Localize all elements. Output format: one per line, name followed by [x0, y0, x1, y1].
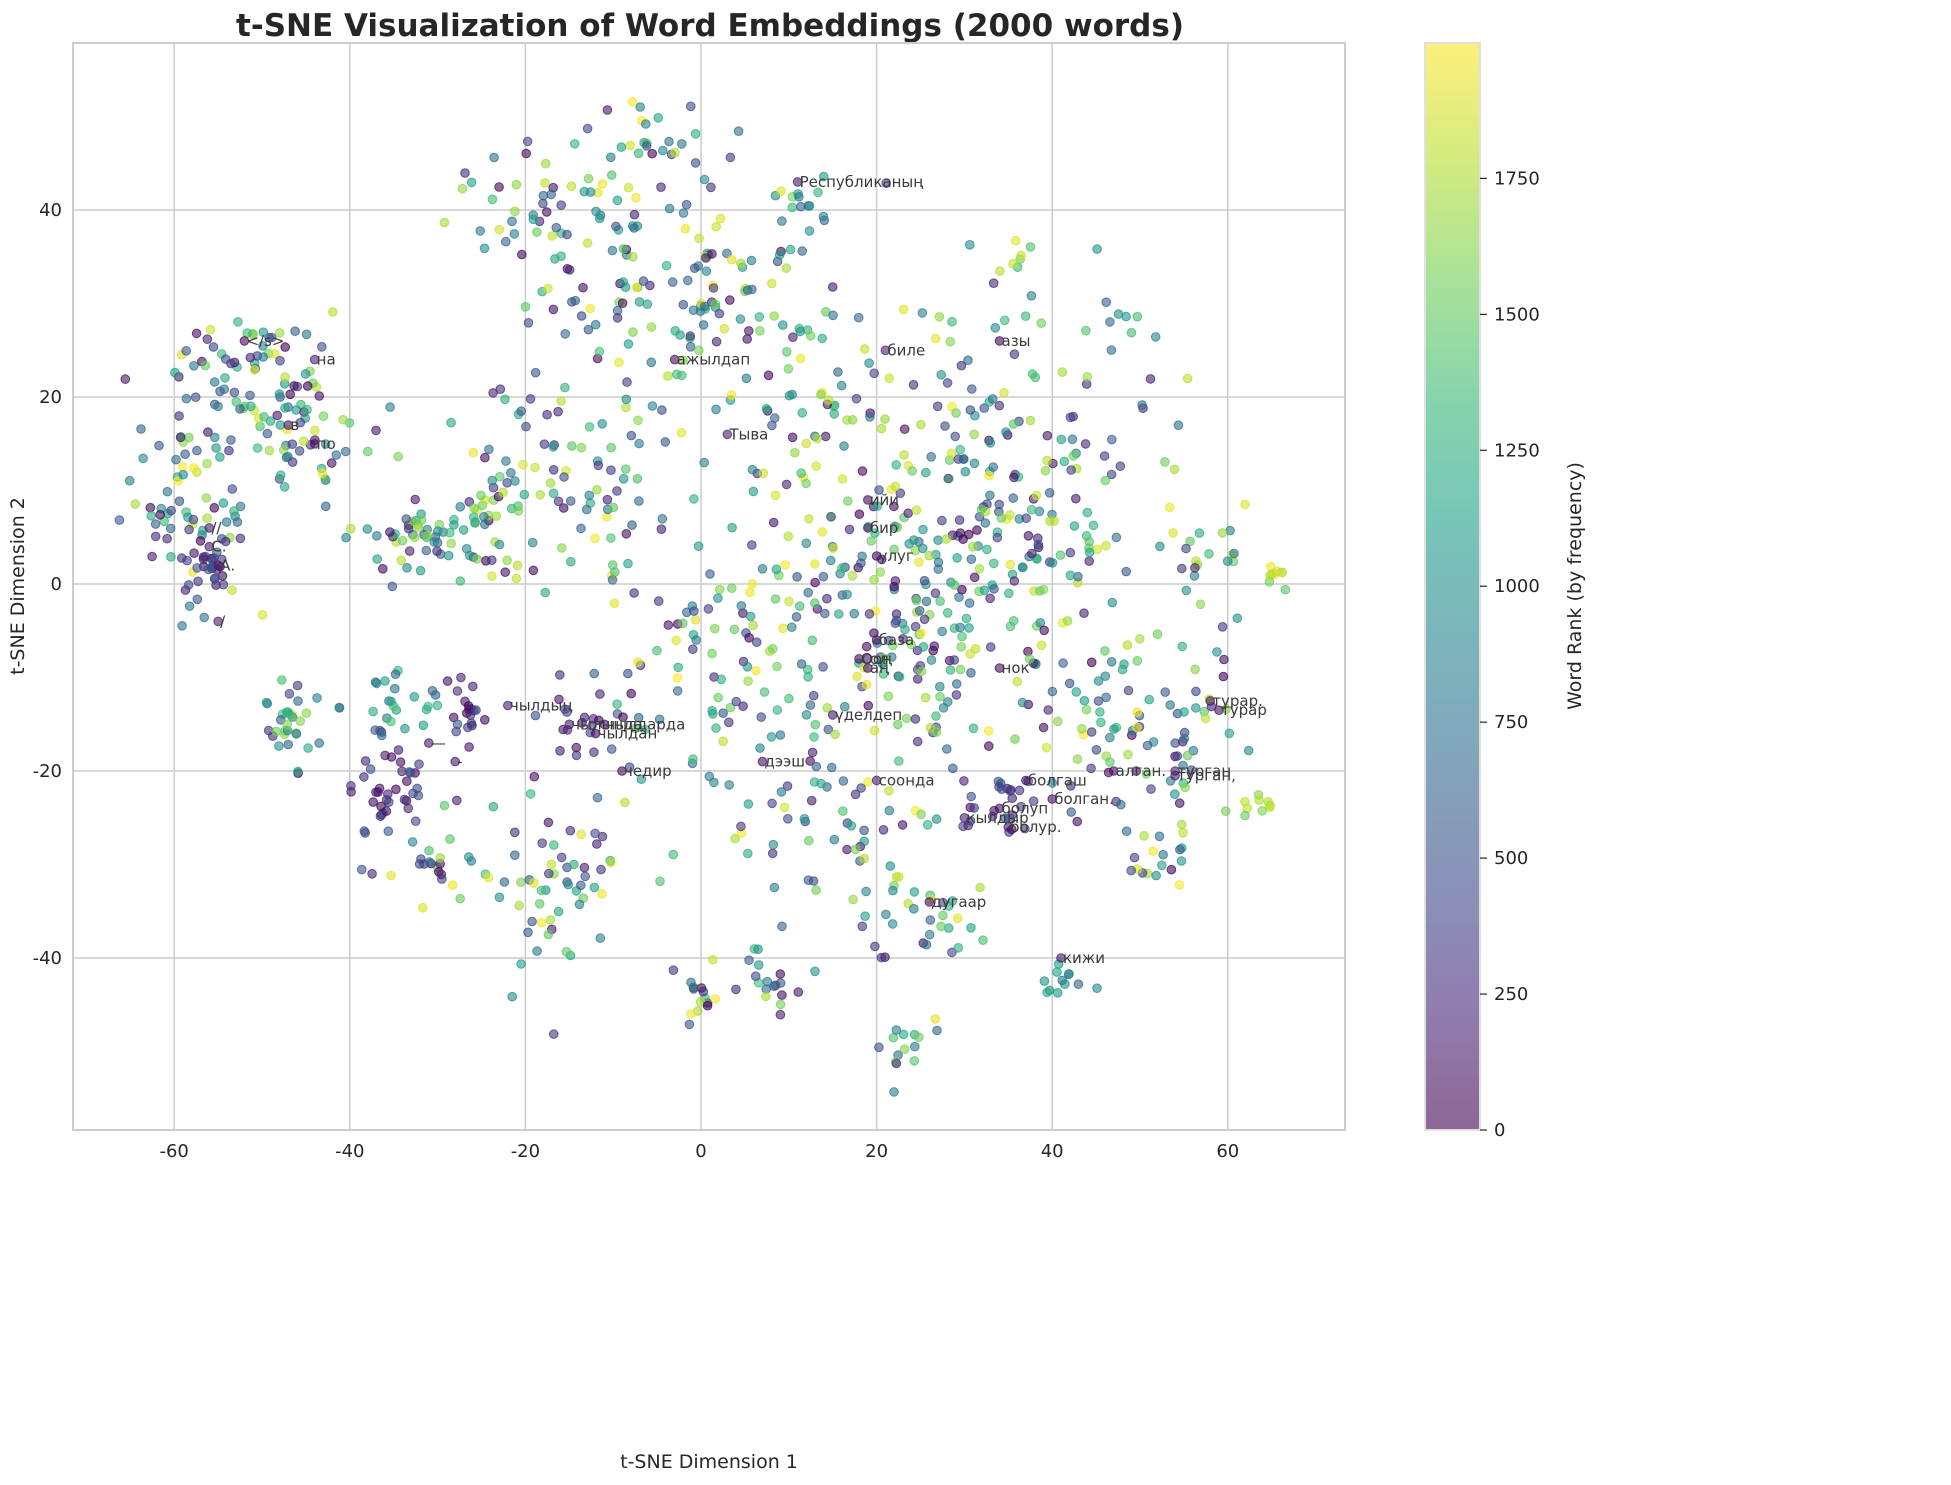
word-annotation: нок	[1002, 659, 1030, 677]
word-annotation: турар	[1221, 701, 1267, 719]
colorbar-tick-label: 250	[1494, 984, 1528, 1005]
x-tick-label: -40	[335, 1141, 364, 1162]
word-annotation: ажылдап	[677, 351, 751, 369]
word-annotation: ол	[870, 650, 889, 668]
word-annotation: азы	[1002, 332, 1031, 350]
x-tick-label: -20	[511, 1141, 540, 1162]
word-annotation: С.	[211, 538, 226, 556]
word-annotation: болгаш	[1028, 771, 1087, 789]
word-annotation: Республиканың	[800, 173, 924, 191]
word-annotation: база	[879, 631, 915, 649]
y-tick-label: 20	[39, 387, 62, 408]
colorbar: 0 250 500 750 1000 1250 1500 1750 Word Rank (by…	[1424, 42, 1586, 1141]
word-annotation: в	[290, 416, 299, 434]
word-annotation: чылдан	[598, 725, 658, 743]
word-annotation: /	[220, 612, 226, 630]
x-axis-ticks: -60 -40 -20 0 20 40 60	[159, 1141, 1239, 1162]
word-annotation: чылдарда	[606, 715, 685, 733]
colorbar-label: Word Rank (by frequency)	[1564, 462, 1586, 710]
colorbar-tick-label: 750	[1494, 712, 1528, 733]
word-annotation: по	[317, 435, 336, 453]
plot-frame	[72, 42, 1346, 1131]
y-tick-label: -20	[33, 761, 62, 782]
y-tick-label: 40	[39, 200, 62, 221]
word-annotation: турган	[1177, 762, 1231, 780]
y-axis-label: t-SNE Dimension 2	[7, 497, 29, 675]
colorbar-gradient	[1424, 42, 1481, 1131]
word-annotation: на	[317, 351, 336, 369]
y-axis-ticks: -40 -20 0 20 40	[33, 200, 62, 969]
x-tick-label: 40	[1041, 1141, 1064, 1162]
word-annotation: ийи	[870, 491, 899, 509]
word-annotation: соонда	[879, 771, 935, 789]
word-annotation: кылдыр	[966, 809, 1028, 827]
word-annotation: Ооң	[861, 650, 892, 668]
word-annotation: Тыва	[728, 425, 768, 443]
colorbar-tick-label: 1000	[1494, 576, 1540, 597]
colorbar-tick-label: 1750	[1494, 168, 1540, 189]
word-annotation: болуп	[1002, 799, 1049, 817]
x-tick-label: -60	[159, 1141, 188, 1162]
word-annotation: //	[211, 519, 222, 537]
word-annotation: чылдың	[510, 697, 573, 715]
word-annotation: бир	[870, 519, 899, 537]
x-tick-label: 60	[1216, 1141, 1239, 1162]
chart-title: t-SNE Visualization of Word Embeddings (…	[236, 8, 1184, 44]
word-annotation: алган.	[1116, 762, 1166, 780]
word-annotation: дугаар	[931, 893, 986, 911]
word-annotation: болган.	[1054, 790, 1114, 808]
word-annotation: А.	[220, 556, 235, 574]
word-annotations: Республиканың </s> на впо //С.А. / ажылдап биле…	[211, 173, 1267, 967]
x-tick-label: 0	[695, 1141, 706, 1162]
word-annotation: чедир	[624, 762, 672, 780]
word-annotation: дээш	[764, 753, 805, 771]
word-annotation: -	[457, 753, 462, 771]
word-annotation: улуг	[879, 547, 914, 565]
colorbar-tick-label: 1250	[1494, 440, 1540, 461]
word-annotation: биле	[887, 341, 925, 359]
colorbar-tick-label: 1500	[1494, 304, 1540, 325]
word-annotation: турар.	[1212, 692, 1263, 710]
scatter-points	[114, 97, 1291, 1097]
colorbar-tick-label: 500	[1494, 848, 1528, 869]
y-tick-label: 0	[51, 574, 62, 595]
y-tick-label: -40	[33, 948, 62, 969]
word-annotation: турган,	[1177, 767, 1236, 785]
x-tick-label: 20	[865, 1141, 888, 1162]
word-annotation: кижи	[1063, 949, 1105, 967]
word-annotation: чылында	[571, 715, 643, 733]
x-axis-label: t-SNE Dimension 1	[620, 1451, 798, 1473]
word-annotation: болур.	[1010, 818, 1061, 836]
colorbar-ticks: 0 250 500 750 1000 1250 1500 1750	[1480, 168, 1540, 1141]
grid-lines	[73, 43, 1345, 1130]
word-annotation: аң	[870, 659, 889, 677]
colorbar-tick-label: 0	[1494, 1120, 1505, 1141]
word-annotation: </s>	[246, 332, 284, 350]
word-annotation: үделдеп	[835, 706, 902, 724]
word-annotation: —	[431, 734, 446, 752]
